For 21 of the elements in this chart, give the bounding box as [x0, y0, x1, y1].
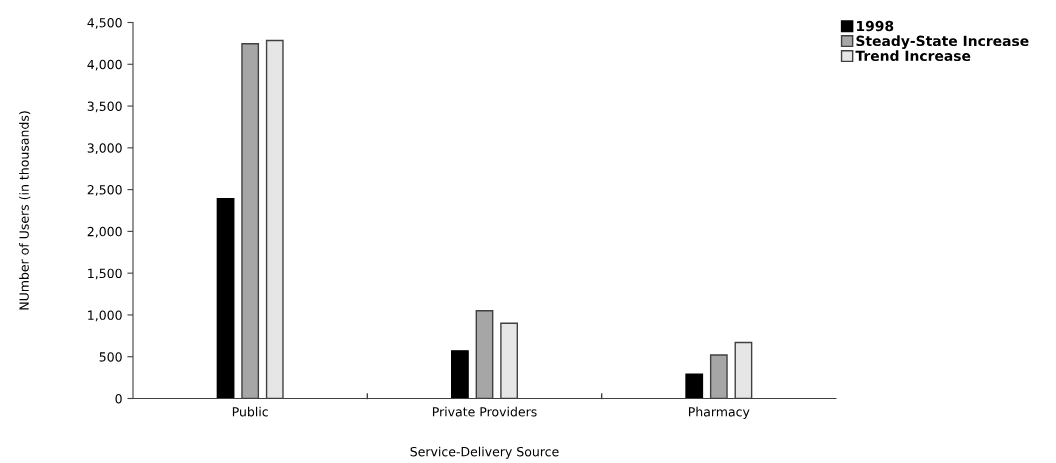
y-tick-label: 500 — [99, 352, 122, 362]
y-tick-label: 3,500 — [87, 101, 122, 113]
y-tick-label: 4,500 — [87, 17, 122, 29]
y-tick-label: 4,000 — [87, 59, 122, 71]
y-tick-label: 1,000 — [88, 310, 122, 322]
x-tick-label: Private Providers — [432, 406, 537, 417]
y-tick-label: 2,500 — [87, 185, 122, 196]
x-tick-label: Pharmacy — [688, 406, 750, 419]
y-axis-title: NUmber of Users (in thousands) — [19, 111, 31, 310]
legend-label: Steady-State Increase — [856, 35, 1029, 49]
y-tick-label: 2,000 — [87, 226, 122, 238]
bar — [450, 350, 469, 399]
legend-label: 1998 — [857, 20, 894, 32]
y-tick-label: 3,000 — [87, 143, 122, 155]
y-tick-label: 1,500 — [88, 268, 122, 280]
x-tick-label: Public — [232, 406, 268, 417]
y-tick-label: 0 — [115, 393, 122, 404]
bar — [685, 373, 704, 399]
legend-label: Trend Increase — [855, 50, 971, 62]
bar — [216, 198, 235, 399]
x-axis-title: Service-Delivery Source — [410, 446, 559, 459]
